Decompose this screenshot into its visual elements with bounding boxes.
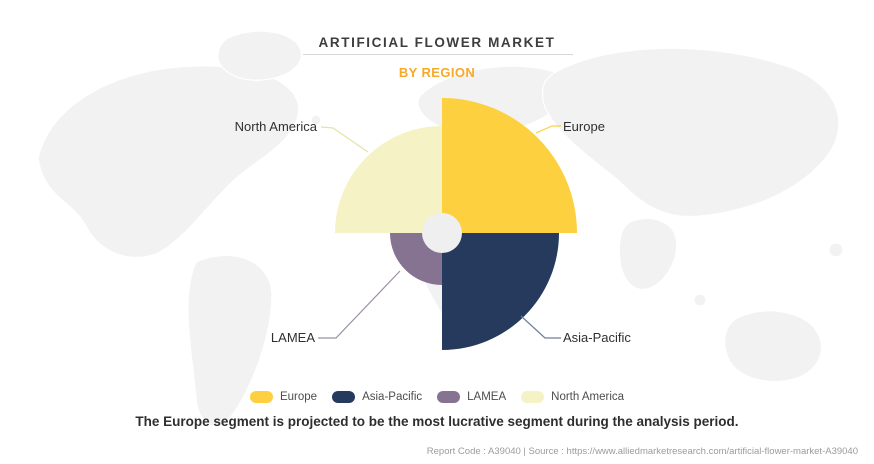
legend-swatch-asia-pacific [332,391,356,403]
legend-item-asia-pacific: Asia-Pacific [332,391,422,403]
pie-segment-asia-pacific [442,233,559,350]
map-se-asia [618,217,678,290]
map-greenland [217,30,302,81]
legend-item-europe: Europe [249,391,318,403]
callout-line-north-america [320,126,369,153]
key-finding-statement: The Europe segment is projected to be th… [135,414,739,429]
legend-label-europe: Europe [279,391,318,403]
legend-swatch-lamea [437,391,461,403]
map-south-america [187,254,273,428]
map-north-america [37,65,300,259]
legend-swatch-europe [249,391,273,403]
segment-label-lamea: LAMEA [270,330,315,345]
segment-label-europe: Europe [563,119,605,134]
segment-label-asia-pacific: Asia-Pacific [563,330,631,345]
report-source-footer: Report Code : A39040 | Source : https://… [426,446,858,457]
map-asia [541,47,840,218]
segment-label-north-america: North America [234,119,317,134]
map-island [310,114,322,126]
page-subtitle: BY REGION [398,65,476,80]
callout-line-lamea [318,270,401,339]
pie-center-hole [422,213,462,253]
legend-item-lamea: LAMEA [437,391,506,403]
legend-swatch-north-america [521,391,545,403]
map-australia [724,310,823,383]
legend: Europe Asia-Pacific LAMEA North America [0,391,874,403]
title-divider [303,54,573,55]
callout-line-europe [535,125,561,134]
map-island [693,293,707,307]
pie-segment-north-america [335,126,442,233]
map-island [828,242,844,258]
legend-label-north-america: North America [551,391,625,403]
page-title: ARTIFICIAL FLOWER MARKET [318,35,556,50]
pie-segment-europe [442,98,577,233]
legend-label-asia-pacific: Asia-Pacific [362,391,423,403]
legend-item-north-america: North America [521,391,624,403]
legend-label-lamea: LAMEA [467,391,507,403]
callout-line-asia-pacific [520,315,561,339]
